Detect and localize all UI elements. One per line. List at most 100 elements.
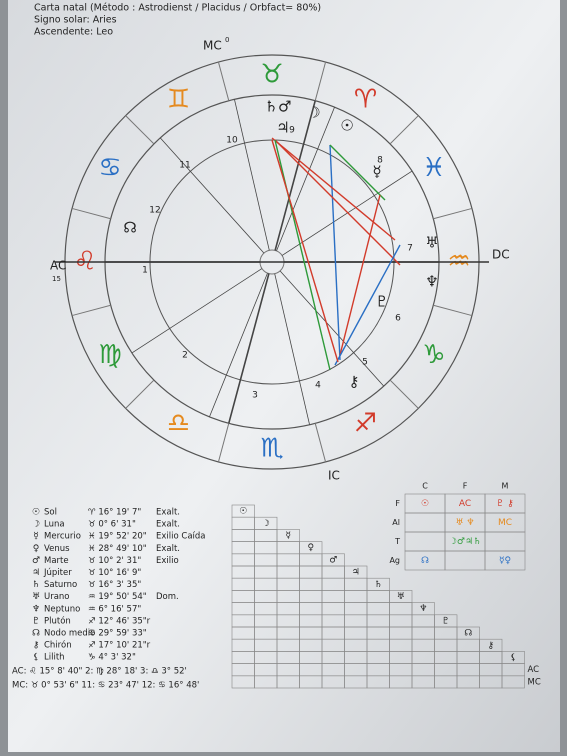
planet-position: ♉ 16° 3' 35" [88, 580, 141, 590]
house-number: 1 [142, 266, 148, 276]
planet-symbol: ♇ [32, 616, 40, 626]
grid-glyph: ♆ [419, 604, 427, 614]
planet-position: ♋ 29° 59' 33" [88, 629, 147, 639]
planet-symbol: ☿ [33, 532, 39, 542]
planet-name: Plutón [44, 615, 71, 626]
house-line: MC: ♉ 0° 53' 6" 11: ♋ 23° 47' 12: ♋ 16° … [12, 681, 199, 691]
house-number: 2 [182, 351, 188, 361]
planet-position: ♓ 28° 49' 10" [88, 544, 147, 554]
sign-glyph: ♈ [354, 85, 377, 115]
planet-name: Mercurio [44, 532, 81, 542]
grid-glyph: ☽ [262, 519, 270, 529]
house-number: 6 [395, 314, 401, 324]
house-number: 4 [315, 381, 321, 391]
planet-symbol: ♆ [32, 604, 40, 614]
element-content: ☿♀ [499, 556, 511, 566]
sign-glyph: ♊ [167, 85, 190, 115]
grid-glyph: ⚷ [487, 641, 494, 651]
planet-position: ♒ 19° 50' 54" [88, 592, 147, 602]
grid-glyph: ♅ [397, 592, 405, 602]
planet-position: ♑ 4° 3' 32" [88, 653, 136, 663]
planet-symbol: ☉ [32, 508, 40, 518]
dc-label: DC [492, 248, 510, 262]
house-number: 3 [252, 391, 258, 401]
planet-glyph: ⚷ [349, 373, 360, 391]
planet-name: Luna [44, 520, 65, 530]
planet-position: ♉ 10° 16' 9" [88, 568, 141, 578]
planet-symbol: ♄ [32, 580, 40, 590]
planet-glyph: ♆ [425, 273, 438, 291]
house-number: 12 [149, 206, 160, 216]
element-content: ☊ [421, 556, 429, 566]
grid-glyph: ♃ [352, 568, 360, 578]
planet-symbol: ♃ [32, 568, 40, 578]
planet-position: ♉ 0° 6' 31" [88, 520, 136, 530]
planet-symbol: ♅ [32, 592, 40, 602]
element-col: M [502, 482, 509, 491]
planet-status: Exalt. [156, 544, 180, 554]
sign-glyph: ♋ [98, 153, 121, 183]
planet-position: ♓ 19° 52' 20" [88, 532, 147, 542]
house-number: 10 [226, 136, 238, 146]
planet-glyph: ♄♂ [265, 98, 292, 116]
sign-glyph: ♎ [167, 408, 190, 438]
grid-glyph: ♄ [374, 580, 382, 590]
planet-status: Exilio Caída [156, 532, 206, 542]
sign-glyph: ♉ [260, 60, 283, 90]
element-col: C [422, 482, 428, 491]
element-content: ☽♂♃♄ [449, 537, 481, 547]
element-row: Ag [389, 556, 400, 565]
planet-position: ♒ 6° 16' 57" [88, 604, 141, 614]
sign-glyph: ♐ [354, 408, 377, 438]
planet-glyph: ♅ [425, 234, 438, 252]
header-line: Carta natal (Método : Astrodienst / Plac… [34, 3, 321, 14]
element-content: MC [498, 518, 512, 528]
planet-status: Exilio [156, 556, 179, 566]
planet-status: Exalt. [156, 508, 180, 518]
grid-row-label: AC [528, 665, 540, 675]
planet-status: Exalt. [156, 520, 180, 530]
ac-degree: 15 [52, 275, 61, 283]
planet-glyph: ♃ [276, 119, 289, 137]
planet-position: ♈ 16° 19' 7" [88, 508, 141, 518]
grid-glyph: ☉ [239, 507, 247, 517]
sign-glyph: ♓ [422, 153, 445, 183]
sign-glyph: ♍ [98, 340, 121, 370]
planet-name: Venus [44, 544, 70, 554]
mc-degree: 0 [225, 36, 229, 44]
planet-name: Sol [44, 508, 57, 518]
header-line: Ascendente: Leo [34, 27, 113, 38]
planet-status: Dom. [156, 592, 179, 602]
planet-position: ♉ 10° 2' 31" [88, 556, 141, 566]
element-content: AC [459, 499, 471, 509]
mc-label: MC [203, 39, 222, 53]
planet-symbol: ☽ [32, 520, 40, 530]
planet-position: ♐ 17° 10' 21"r [88, 641, 151, 651]
grid-glyph: ☿ [285, 531, 291, 541]
planet-glyph: ☉ [340, 117, 353, 135]
planet-name: Chirón [44, 640, 72, 651]
house-line: AC: ♌ 15° 8' 40" 2: ♍ 28° 18' 3: ♎ 3° 52… [12, 667, 187, 677]
planet-glyph: ♇ [375, 293, 388, 311]
element-row: F [395, 499, 400, 508]
planet-symbol: ♀ [33, 544, 40, 554]
planet-glyph: ☿ [372, 163, 381, 181]
house-number: 11 [179, 161, 190, 171]
planet-symbol: ⚸ [33, 653, 40, 663]
ic-label: IC [328, 469, 340, 483]
planet-name: Lilith [44, 653, 65, 663]
header-line: Signo solar: Aries [34, 15, 117, 26]
grid-glyph: ☊ [464, 629, 472, 639]
grid-glyph: ⚸ [510, 653, 517, 663]
planet-name: Júpiter [43, 568, 72, 578]
planet-name: Marte [44, 556, 69, 566]
ac-label: AC [50, 259, 66, 273]
planet-symbol: ♂ [32, 556, 40, 566]
planet-name: Urano [44, 592, 70, 602]
element-col: F [463, 482, 468, 491]
sign-glyph: ♏ [260, 434, 283, 464]
element-row: T [394, 537, 400, 546]
house-number: 7 [407, 244, 413, 254]
house-number: 9 [289, 126, 295, 136]
planet-position: ♐ 12° 46' 35"r [88, 616, 151, 626]
